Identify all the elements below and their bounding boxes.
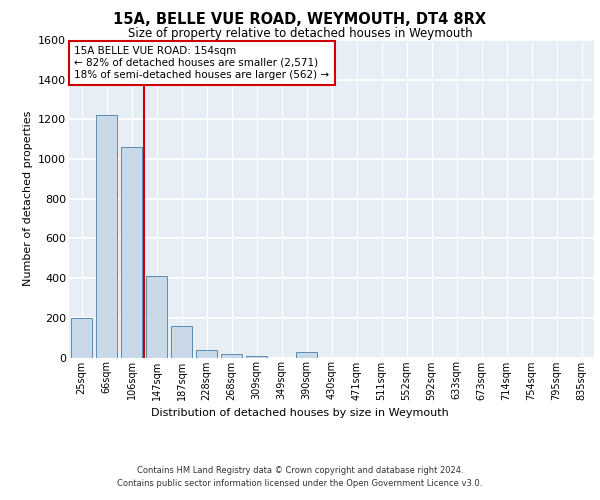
- Text: Distribution of detached houses by size in Weymouth: Distribution of detached houses by size …: [151, 408, 449, 418]
- Bar: [171, 326, 192, 358]
- Text: Contains HM Land Registry data © Crown copyright and database right 2024.
Contai: Contains HM Land Registry data © Crown c…: [118, 466, 482, 487]
- Bar: [146, 276, 167, 357]
- Bar: [221, 354, 242, 358]
- Y-axis label: Number of detached properties: Number of detached properties: [23, 111, 32, 286]
- Bar: [96, 116, 117, 358]
- Bar: [196, 350, 217, 358]
- Bar: [121, 147, 142, 358]
- Bar: [246, 356, 267, 358]
- Bar: [71, 318, 92, 358]
- Text: 15A BELLE VUE ROAD: 154sqm
← 82% of detached houses are smaller (2,571)
18% of s: 15A BELLE VUE ROAD: 154sqm ← 82% of deta…: [74, 46, 329, 80]
- Text: 15A, BELLE VUE ROAD, WEYMOUTH, DT4 8RX: 15A, BELLE VUE ROAD, WEYMOUTH, DT4 8RX: [113, 12, 487, 28]
- Text: Size of property relative to detached houses in Weymouth: Size of property relative to detached ho…: [128, 28, 472, 40]
- Bar: [296, 352, 317, 358]
